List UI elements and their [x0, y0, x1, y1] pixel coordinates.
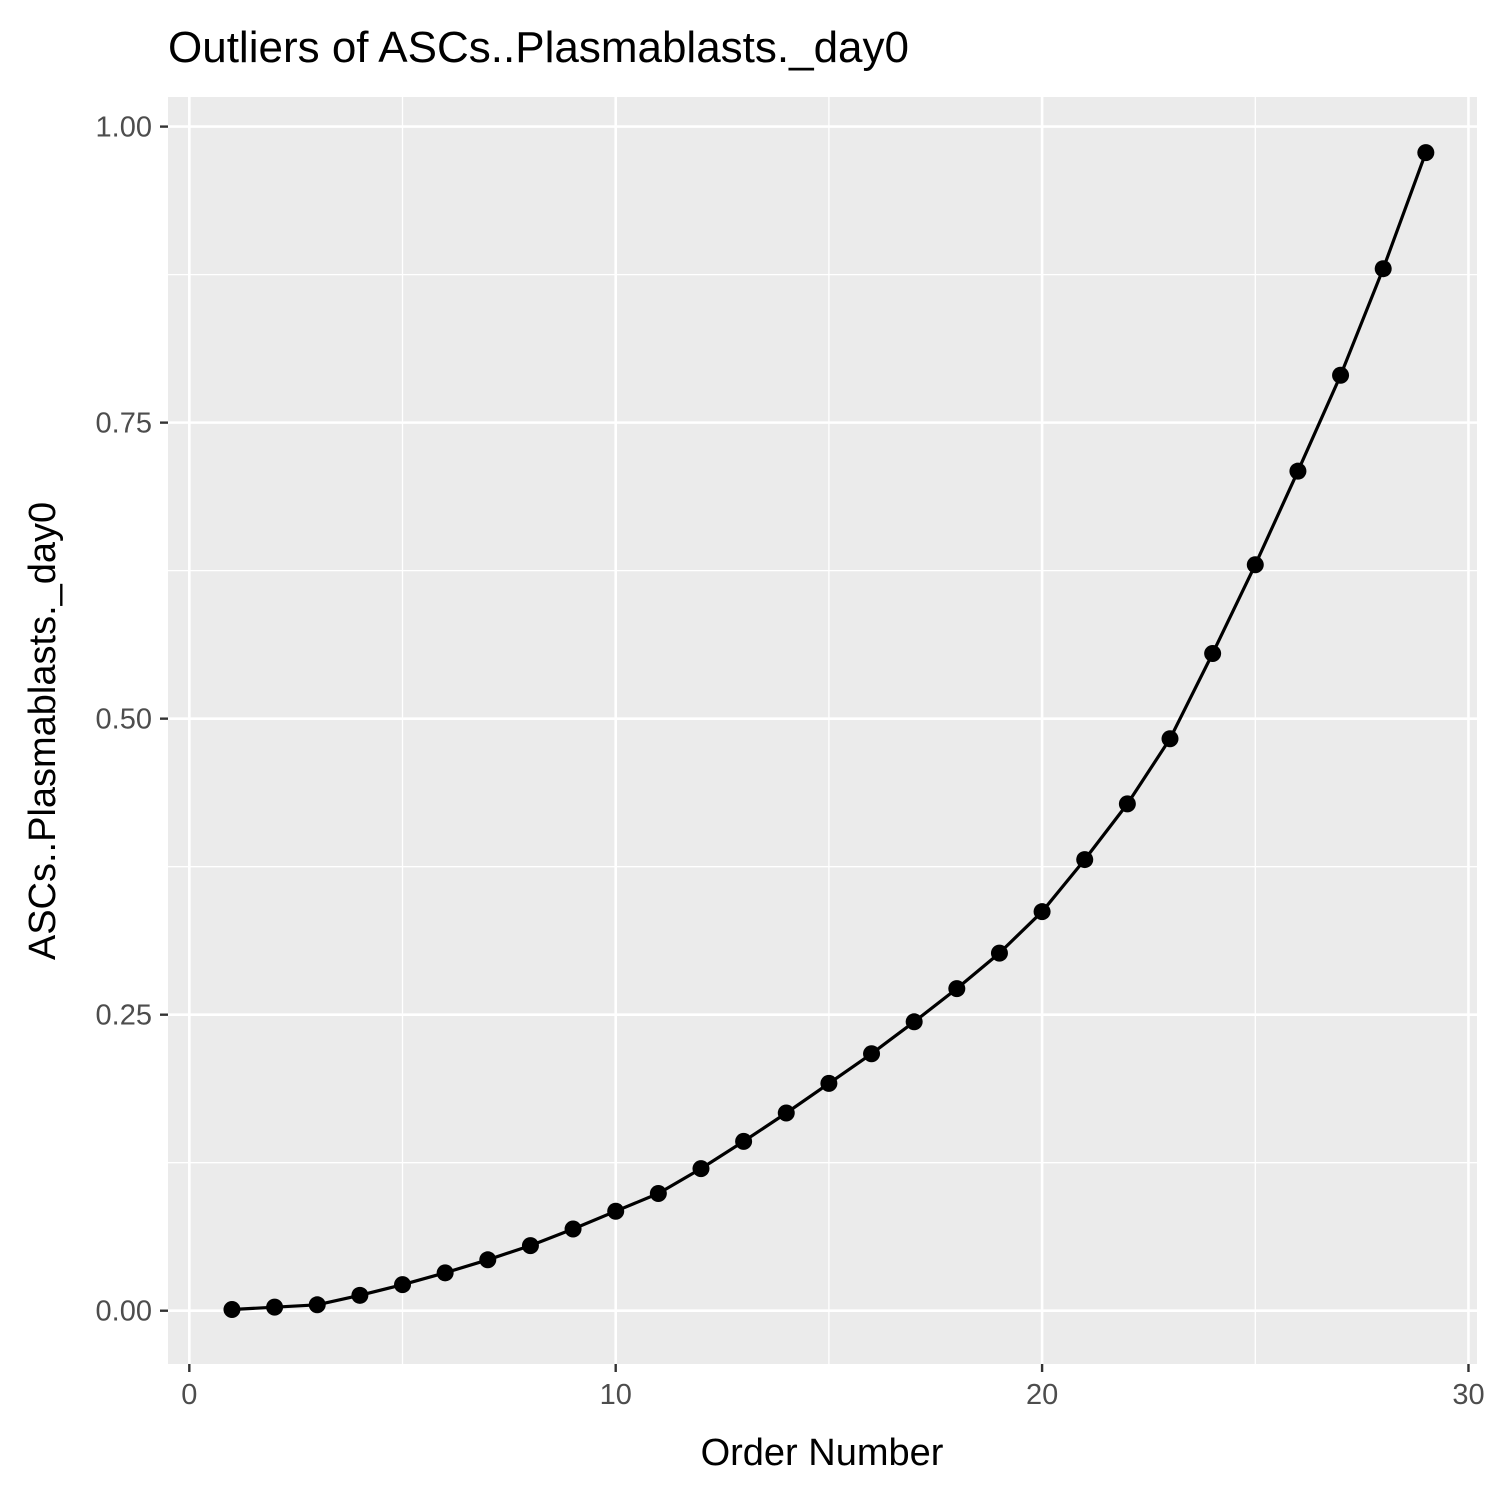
data-point [1374, 260, 1392, 278]
data-point [1332, 366, 1350, 384]
data-point [1246, 556, 1264, 574]
grid-minor [168, 97, 1477, 1364]
x-tick-label: 30 [1452, 1379, 1484, 1411]
x-axis-ticks: 0 10 20 30 [181, 1364, 1485, 1411]
y-axis-ticks: 0.00 0.25 0.50 0.75 1.00 [96, 112, 168, 1328]
data-point [735, 1132, 753, 1150]
chart-title: Outliers of ASCs..Plasmablasts._day0 [168, 23, 909, 72]
data-point [266, 1298, 284, 1316]
data-point [1118, 795, 1136, 813]
data-point [777, 1104, 795, 1122]
data-point [905, 1013, 923, 1031]
data-point [223, 1301, 241, 1319]
data-point [1204, 645, 1222, 663]
data-point [1161, 730, 1179, 748]
data-point [820, 1074, 838, 1092]
x-tick-label: 0 [181, 1379, 197, 1411]
data-point [1033, 903, 1051, 921]
data-point [1417, 144, 1435, 162]
y-axis-label: ASCs..Plasmablasts._day0 [22, 502, 64, 960]
data-point [436, 1264, 454, 1282]
y-tick-label: 0.00 [96, 1296, 152, 1328]
data-point [649, 1184, 667, 1202]
data-point [692, 1160, 710, 1178]
data-point [607, 1202, 625, 1220]
y-tick-label: 0.75 [96, 408, 152, 440]
data-point [351, 1286, 369, 1304]
series-layer [223, 144, 1435, 1319]
grid-major [168, 97, 1477, 1364]
data-point [394, 1276, 412, 1294]
x-tick-label: 10 [600, 1379, 632, 1411]
data-point [1289, 462, 1307, 480]
data-point [521, 1237, 539, 1255]
x-tick-label: 20 [1026, 1379, 1058, 1411]
data-point [308, 1296, 326, 1314]
data-point [564, 1220, 582, 1238]
y-tick-label: 0.50 [96, 704, 152, 736]
y-tick-label: 0.25 [96, 1000, 152, 1032]
plot-panel [168, 97, 1477, 1364]
data-point [1076, 851, 1094, 869]
data-point [479, 1251, 497, 1269]
data-point [990, 944, 1008, 962]
data-point [863, 1045, 881, 1063]
x-axis-label: Order Number [701, 1432, 944, 1474]
data-point [948, 980, 966, 998]
y-tick-label: 1.00 [96, 112, 152, 144]
